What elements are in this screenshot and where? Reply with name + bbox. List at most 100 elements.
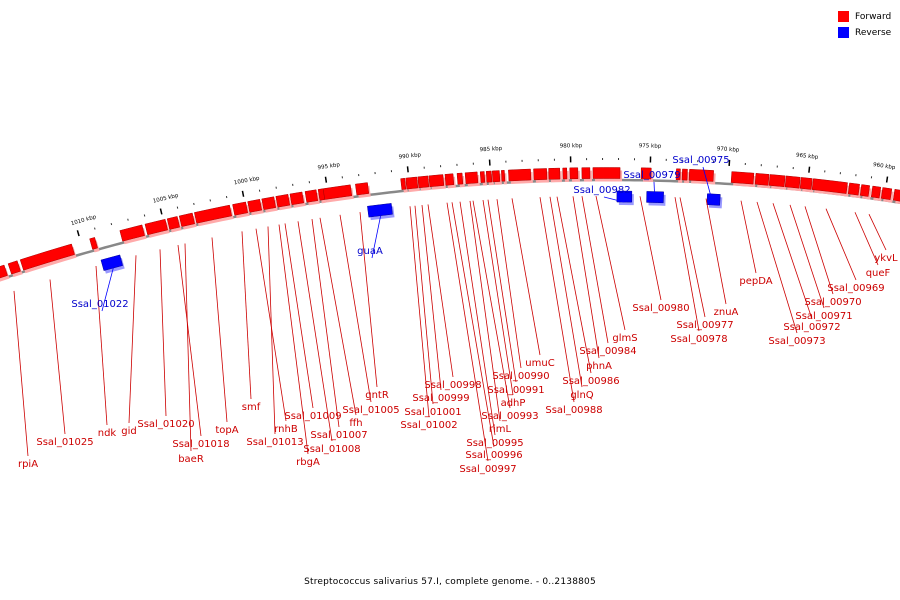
reverse-gene — [367, 203, 395, 221]
forward-gene — [675, 168, 683, 183]
forward-gene-label: Ssal_00988 — [545, 405, 602, 416]
forward-gene-label: Ssal_00977 — [676, 320, 733, 331]
forward-leader-line — [95, 265, 108, 426]
forward-gene-label: ykvL — [874, 253, 898, 264]
forward-gene-label: pepDA — [739, 276, 772, 287]
forward-leader-line — [446, 202, 489, 462]
forward-gene — [768, 174, 788, 190]
forward-gene-label: Ssal_00990 — [492, 371, 549, 382]
tick: 975 kbp — [639, 143, 662, 163]
forward-gene-label: Ssal_00991 — [487, 385, 544, 396]
forward-gene-label: Ssal_00986 — [562, 376, 619, 387]
gene-features — [0, 167, 900, 282]
forward-leader-line — [595, 195, 626, 331]
forward-gene — [892, 189, 900, 204]
forward-gene — [508, 168, 533, 185]
forward-gene-label: ffh — [349, 418, 362, 429]
forward-leader-line — [49, 279, 66, 435]
tick: 985 kbp — [480, 146, 503, 166]
forward-gene-label: umuC — [525, 358, 554, 369]
forward-leader-line — [825, 208, 857, 281]
forward-gene-label: gid — [121, 426, 136, 437]
legend-reverse-label: Reverse — [855, 27, 892, 38]
reverse-gene-label: Ssal_00982 — [573, 185, 630, 196]
forward-gene — [194, 204, 234, 227]
forward-leader-line — [496, 199, 522, 369]
forward-swatch-icon — [838, 11, 849, 22]
forward-gene — [688, 169, 716, 185]
reverse-gene-label: Ssal_00975 — [672, 155, 729, 166]
forward-gene-label: Ssal_00972 — [783, 322, 840, 333]
forward-gene — [491, 170, 502, 185]
tick: 980 kbp — [560, 143, 583, 163]
tick-label: 960 kbp — [873, 162, 897, 171]
tick-label: 1000 kbp — [234, 176, 261, 187]
forward-leader-line — [184, 243, 192, 452]
forward-gene-label: smf — [242, 402, 261, 413]
forward-gene — [581, 167, 592, 182]
forward-leader-line — [854, 212, 879, 266]
forward-gene — [19, 243, 77, 274]
forward-leader-line — [868, 213, 887, 251]
tick-label: 990 kbp — [398, 152, 421, 160]
tick: 970 kbp — [717, 146, 740, 166]
tick-label: 980 kbp — [560, 143, 583, 149]
forward-gene — [405, 176, 420, 193]
forward-leader-line — [472, 200, 511, 409]
forward-gene-label: Ssal_01018 — [172, 439, 229, 450]
forward-gene-label: glmS — [612, 333, 637, 344]
reverse-gene — [646, 191, 666, 206]
forward-gene — [232, 201, 250, 219]
forward-gene — [870, 185, 883, 202]
forward-leader-line — [211, 237, 228, 423]
forward-gene — [784, 175, 803, 192]
forward-leader-line — [482, 199, 514, 396]
forward-gene — [119, 224, 147, 245]
forward-gene-label: Ssal_01005 — [342, 405, 399, 416]
forward-leader-line — [267, 226, 276, 435]
forward-gene — [322, 184, 354, 203]
forward-gene-label: rbgA — [296, 457, 320, 468]
forward-gene-label: Ssal_01025 — [36, 437, 93, 448]
forward-leader-line — [674, 197, 700, 332]
forward-gene-label: ndk — [98, 428, 117, 439]
forward-leader-line — [679, 197, 706, 318]
forward-gene-label: queF — [866, 268, 891, 279]
forward-gene-label: Ssal_00973 — [768, 336, 825, 347]
forward-gene-label: Ssal_00971 — [795, 311, 852, 322]
forward-gene — [0, 264, 10, 282]
forward-gene-label: Ssal_00995 — [466, 438, 523, 449]
forward-gene — [533, 168, 549, 183]
tick: 990 kbp — [398, 152, 422, 173]
reverse-leader-line — [603, 196, 625, 203]
reverse-gene-label: Ssal_00979 — [623, 170, 680, 181]
forward-leader-line — [487, 199, 517, 383]
forward-leader-line — [319, 217, 357, 416]
forward-gene — [247, 199, 264, 216]
forward-gene — [428, 174, 446, 190]
forward-gene-label: Ssal_01001 — [404, 407, 461, 418]
forward-gene — [289, 191, 306, 208]
forward-gene — [730, 171, 756, 188]
forward-gene — [7, 260, 23, 278]
forward-leader-line — [427, 204, 454, 378]
forward-leader-line — [241, 231, 252, 400]
tick: 995 kbp — [317, 162, 341, 183]
tick: 1000 kbp — [234, 176, 261, 197]
forward-gene — [261, 196, 278, 213]
forward-gene-label: Ssal_01002 — [400, 420, 457, 431]
genome-caption: Streptococcus salivarius 57.I, complete … — [304, 577, 596, 587]
reverse-gene — [616, 190, 634, 206]
forward-gene — [847, 182, 862, 199]
legend: Forward Reverse — [838, 9, 900, 41]
forward-leader-line — [511, 198, 541, 356]
legend-forward: Forward — [838, 9, 900, 24]
forward-leader-line — [359, 212, 378, 388]
forward-leader-line — [549, 196, 583, 388]
forward-gene — [569, 167, 580, 182]
forward-gene — [479, 171, 487, 186]
forward-gene — [501, 169, 507, 185]
reverse-gene — [706, 193, 723, 209]
forward-gene-label: Ssal_00969 — [827, 283, 884, 294]
